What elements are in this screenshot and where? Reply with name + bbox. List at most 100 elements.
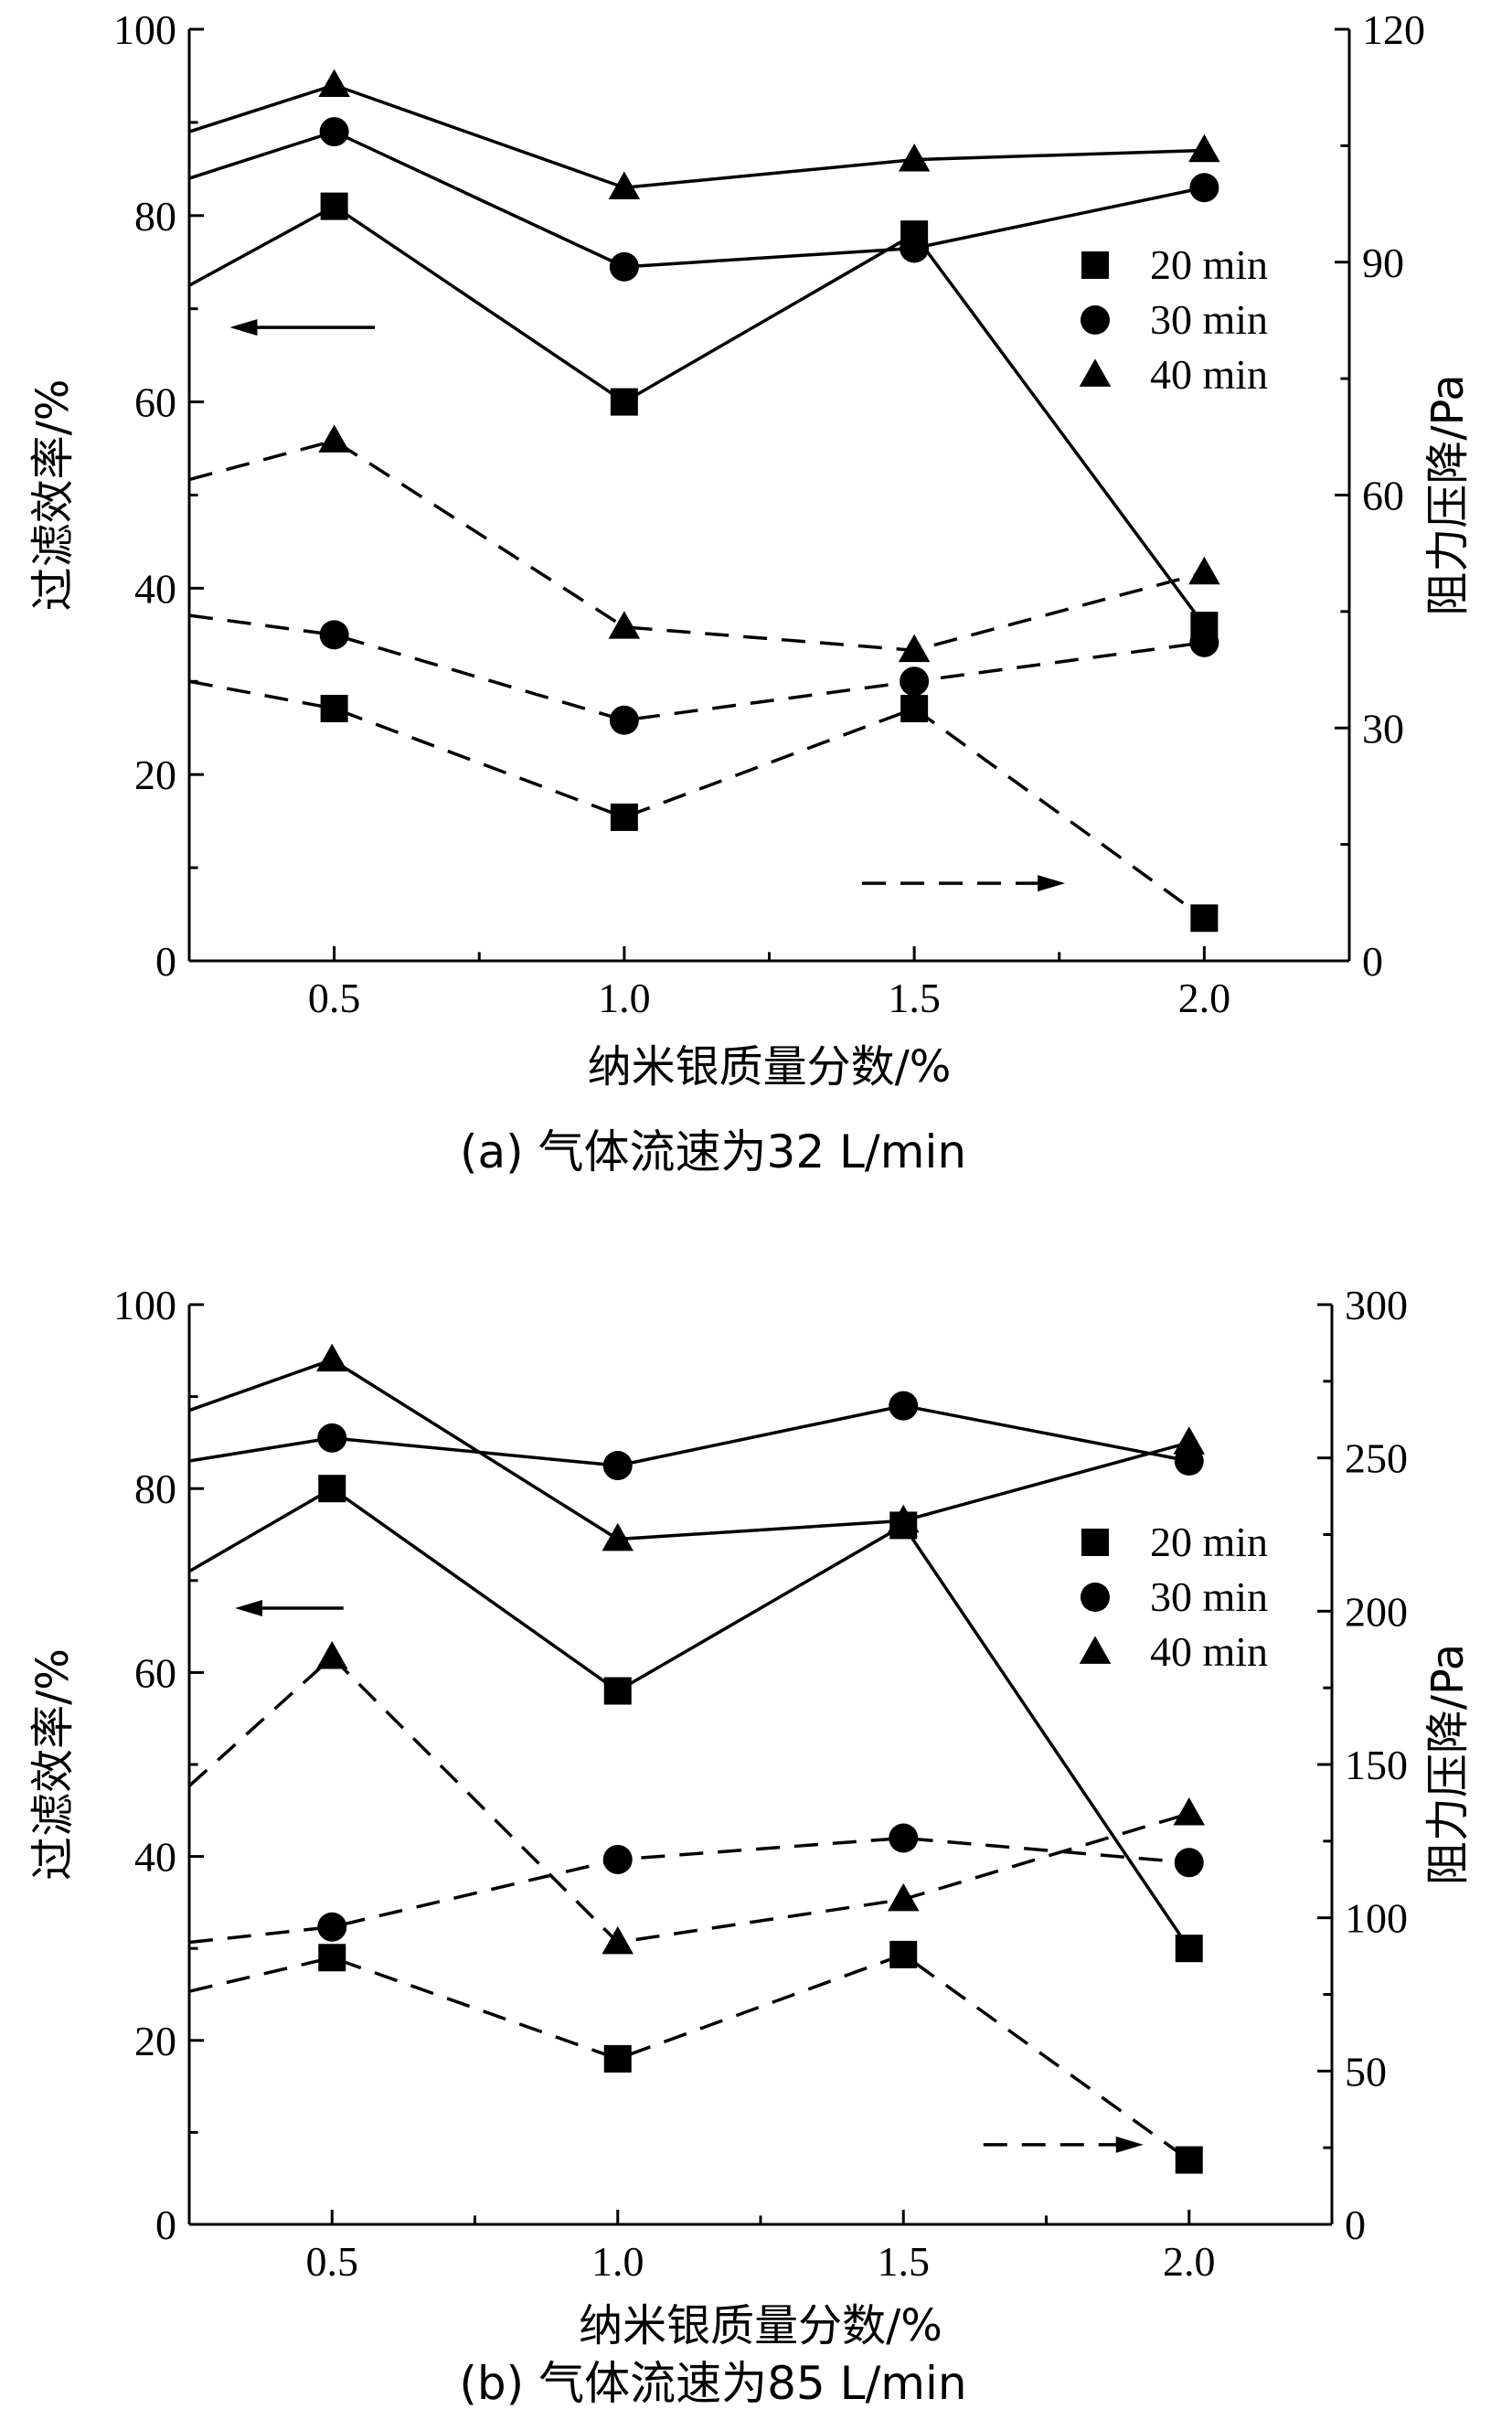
data-point-20min-right xyxy=(1190,904,1219,933)
data-point-40min-left xyxy=(1188,133,1220,163)
data-point-30min-right xyxy=(319,620,349,650)
x-axis-title: 纳米银质量分数/% xyxy=(588,1041,952,1093)
right-y-tick-label: 120 xyxy=(1362,6,1425,53)
left-y-tick-label: 40 xyxy=(134,565,176,612)
legend-marker-square xyxy=(1081,251,1109,279)
left-y-axis-title: 过滤效率/% xyxy=(27,379,79,612)
left-y-tick-label: 80 xyxy=(134,193,176,240)
legend: 20 min 30 min 40 min xyxy=(1079,1519,1268,1675)
data-point-40min-right xyxy=(318,424,350,453)
data-point-40min-left xyxy=(1173,1426,1205,1455)
data-point-30min-left xyxy=(1189,173,1219,203)
data-point-20min-left xyxy=(1175,1935,1203,1963)
axes xyxy=(187,1305,1334,2226)
data-point-30min-left xyxy=(317,1423,347,1453)
arrow-right-head xyxy=(1038,875,1066,892)
x-axis-title: 纳米银质量分数/% xyxy=(579,2300,942,2351)
axis-arrows xyxy=(235,1599,1144,2153)
data-point-30min-right xyxy=(317,1912,347,1942)
data-point-30min-right xyxy=(602,1844,633,1874)
data-point-20min-right xyxy=(603,2044,632,2073)
series-line-30min-right xyxy=(188,613,1205,722)
left-y-axis-title: 过滤效率/% xyxy=(27,1648,79,1881)
data-point-20min-right xyxy=(889,1940,918,1968)
legend-label-30min: 30 min xyxy=(1150,1573,1268,1620)
x-tick-label: 0.5 xyxy=(306,2238,359,2285)
data-point-40min-right xyxy=(608,611,641,639)
right-y-tick-label: 50 xyxy=(1345,2048,1387,2095)
data-point-40min-right xyxy=(316,1640,348,1669)
series-line-20min-left xyxy=(188,204,1206,627)
data-point-40min-right xyxy=(1188,556,1220,585)
data-point-20min-left xyxy=(318,1475,346,1503)
left-y-tick-label: 80 xyxy=(134,1466,176,1512)
data-point-30min-left xyxy=(609,251,639,282)
tick-marks xyxy=(189,1303,1332,2226)
data-point-40min-left xyxy=(888,1504,920,1533)
right-y-tick-label: 0 xyxy=(1362,938,1383,985)
data-point-30min-right xyxy=(900,666,930,697)
data-point-30min-right xyxy=(609,705,639,735)
series-markers xyxy=(318,69,1220,933)
data-point-20min-left xyxy=(603,1677,632,1705)
legend-marker-triangle xyxy=(1079,358,1112,387)
legend-label-20min: 20 min xyxy=(1150,241,1268,288)
left-y-tick-label: 0 xyxy=(155,2201,176,2248)
legend-marker-circle xyxy=(1081,1583,1110,1612)
legend-marker-circle xyxy=(1081,305,1110,335)
legend: 20 min 30 min 40 min xyxy=(1079,241,1268,398)
right-y-axis-title: 阻力压降/Pa xyxy=(1422,374,1474,615)
axis-arrows xyxy=(229,319,1066,892)
data-point-40min-left xyxy=(898,143,931,172)
left-y-tick-label: 100 xyxy=(113,1282,176,1328)
legend-label-40min: 40 min xyxy=(1150,351,1268,398)
right-y-tick-label: 60 xyxy=(1362,473,1404,519)
data-point-40min-right xyxy=(602,1925,634,1955)
tick-marks xyxy=(189,27,1349,963)
left-y-tick-label: 100 xyxy=(113,6,176,53)
right-y-tick-label: 250 xyxy=(1345,1435,1408,1482)
right-y-tick-label: 300 xyxy=(1345,1282,1408,1328)
left-y-tick-label: 20 xyxy=(134,2018,176,2064)
right-y-tick-label: 30 xyxy=(1362,705,1404,752)
data-point-30min-left xyxy=(602,1451,633,1481)
x-tick-label: 1.5 xyxy=(878,2238,931,2285)
left-y-tick-label: 0 xyxy=(155,938,176,985)
series-line-20min-right xyxy=(188,679,1206,920)
data-point-30min-left xyxy=(900,233,930,263)
x-tick-label: 2.0 xyxy=(1178,975,1231,1021)
data-point-20min-right xyxy=(320,695,348,723)
chart-panel-b: 0 20 40 60 80 100 0 50 100 150 200 250 300 0.5 1.0 1.5 2… xyxy=(27,1282,1474,2410)
series-markers xyxy=(316,1343,1205,2174)
right-y-axis-title: 阻力压降/Pa xyxy=(1422,1644,1474,1885)
arrow-right-head xyxy=(1115,2136,1144,2153)
left-y-tick-label: 60 xyxy=(134,1649,176,1696)
right-y-tick-label: 150 xyxy=(1345,1742,1408,1788)
data-point-30min-right xyxy=(1189,627,1219,657)
data-point-20min-right xyxy=(900,695,929,723)
arrow-left-head xyxy=(229,319,258,336)
legend-label-20min: 20 min xyxy=(1150,1519,1268,1565)
data-point-30min-right xyxy=(889,1823,919,1853)
panel-caption: (b) 气体流速为85 L/min xyxy=(459,2357,966,2410)
legend-label-40min: 40 min xyxy=(1150,1628,1268,1675)
series-line-20min-left xyxy=(188,1487,1191,1950)
data-point-30min-left xyxy=(319,117,349,147)
data-point-40min-left xyxy=(318,69,350,97)
data-point-20min-left xyxy=(320,192,348,220)
left-y-tick-label: 20 xyxy=(134,752,176,798)
data-point-20min-right xyxy=(610,803,638,831)
tick-labels: 0 20 40 60 80 100 0 50 100 150 200 250 300 0.5 1.0 1.5 2… xyxy=(113,1282,1408,2285)
axes xyxy=(187,29,1351,963)
data-point-20min-right xyxy=(318,1944,346,1972)
left-y-tick-label: 60 xyxy=(134,379,176,426)
right-y-tick-label: 0 xyxy=(1345,2201,1366,2248)
data-point-30min-left xyxy=(889,1391,919,1421)
series-line-20min-right xyxy=(188,1952,1190,2162)
x-tick-label: 0.5 xyxy=(308,975,361,1021)
data-point-20min-left xyxy=(610,388,638,416)
legend-label-30min: 30 min xyxy=(1150,296,1268,343)
right-y-tick-label: 100 xyxy=(1345,1895,1408,1942)
legend-marker-triangle xyxy=(1079,1636,1112,1664)
x-tick-label: 1.0 xyxy=(591,2238,644,2285)
